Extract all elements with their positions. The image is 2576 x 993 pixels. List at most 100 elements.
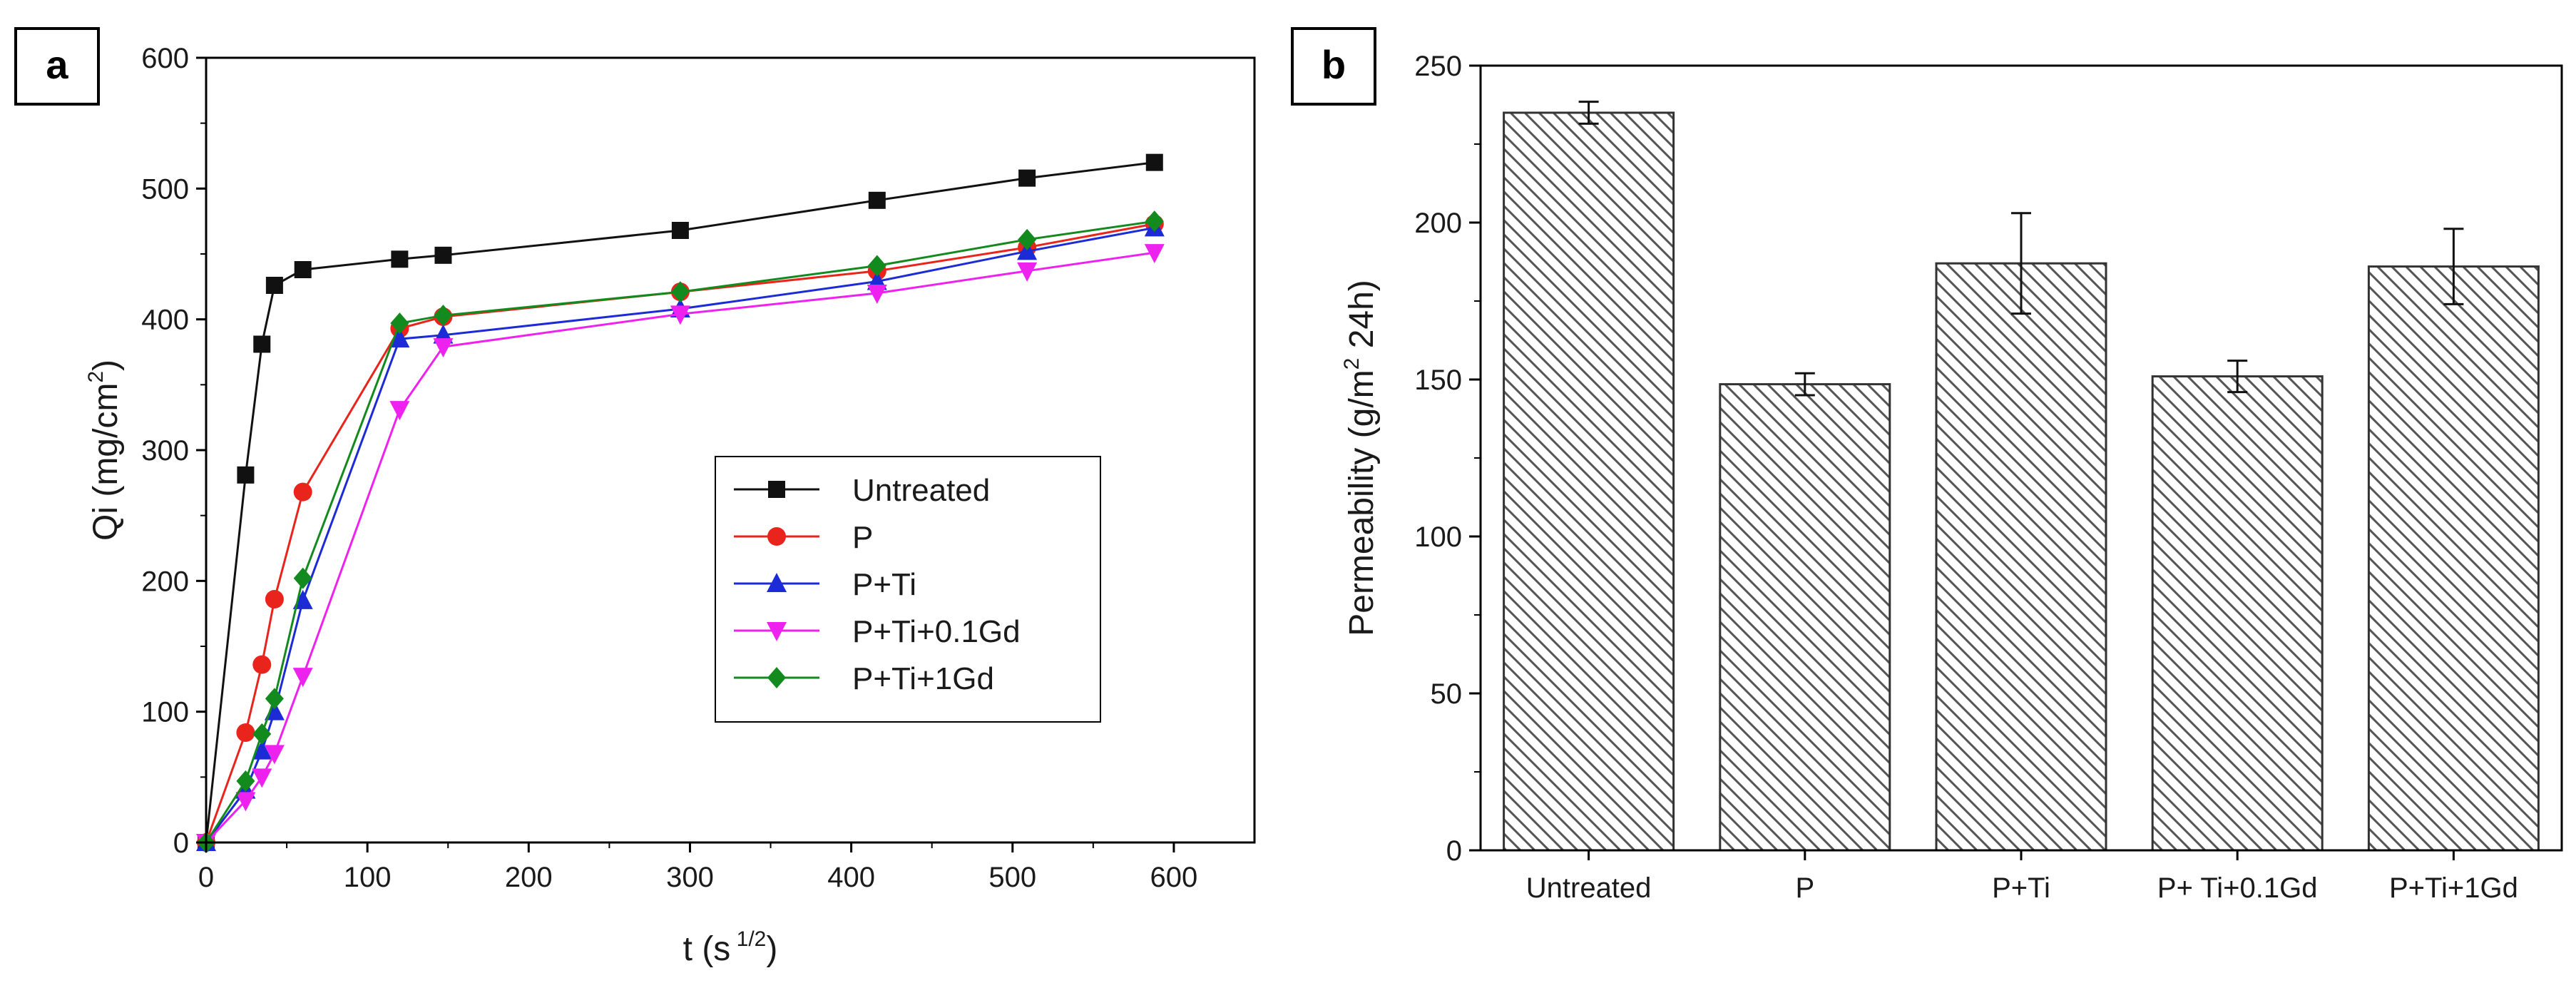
x-tick-label: P+Ti+1Gd (2389, 872, 2518, 904)
y-tick-label: 500 (141, 173, 189, 205)
y-tick-label: 0 (1446, 835, 1462, 867)
x-tick-label: P (1795, 872, 1814, 904)
y-tick-label: 150 (1414, 365, 1462, 396)
bar-group (2151, 360, 2324, 852)
y-tick-label: 300 (141, 435, 189, 467)
y-tick-label: 100 (1414, 521, 1462, 553)
data-point (264, 745, 285, 765)
data-point (252, 655, 272, 674)
legend-label: P+Ti+0.1Gd (852, 614, 1021, 649)
panel-a-legend: Untreated P P+Ti P+Ti+0.1Gd P+Ti+1Gd (715, 456, 1101, 723)
x-tick-label: 200 (505, 862, 553, 893)
panel-a-plot-frame (205, 56, 1256, 844)
panel-b-chart: b 0 50 100 150 200 250 Untreated P P+Ti P+ Ti+0.1… (1291, 27, 2563, 904)
y-tick-label: 0 (173, 828, 189, 859)
data-point (671, 222, 689, 239)
bar-group (2367, 228, 2540, 852)
x-tick-label: 300 (666, 862, 714, 893)
data-point (867, 285, 887, 304)
data-point (1145, 210, 1164, 233)
bar (1935, 262, 2107, 852)
data-point (236, 723, 255, 742)
panel-b-label-box (1291, 27, 1376, 106)
data-point (389, 328, 410, 348)
data-point (237, 466, 255, 484)
y-tick-label: 250 (1414, 51, 1462, 82)
data-point (867, 255, 886, 277)
data-point (252, 740, 272, 760)
data-point (1018, 169, 1036, 187)
x-tick-label: P+Ti (1992, 872, 2050, 904)
panel-a-x-axis-title: t (s 1/2) (683, 927, 778, 968)
svg-text:Permeability (g/m2 24h): Permeability (g/m2 24h) (1340, 280, 1381, 636)
x-tick-label: 600 (1150, 862, 1198, 893)
data-point (265, 590, 284, 608)
legend-item: P+Ti+1Gd (734, 661, 994, 696)
legend-item: P+Ti+0.1Gd (734, 614, 1021, 649)
data-point (390, 312, 409, 335)
y-tick-label: 100 (141, 697, 189, 728)
x-tick-label: P+ Ti+0.1Gd (2157, 872, 2318, 904)
bar (1719, 383, 1891, 852)
y-tick-label: 200 (141, 566, 189, 597)
data-point (235, 792, 256, 812)
data-point (252, 768, 272, 788)
legend-label: Untreated (852, 473, 990, 508)
panel-a-y-axis-title: Qi (mg/cm2) (84, 360, 125, 541)
legend-item: Untreated (734, 473, 990, 508)
data-point (868, 191, 886, 209)
data-point (434, 305, 453, 327)
panel-a-label-box (14, 27, 100, 106)
legend-item: P (734, 520, 873, 555)
panel-b-y-axis-title: Permeability (g/m2 24h) (1340, 280, 1381, 636)
svg-text:Qi (mg/cm2): Qi (mg/cm2) (84, 360, 125, 541)
legend-label: P+Ti (852, 567, 916, 602)
panel-a-label: a (46, 42, 68, 87)
legend-marker (768, 481, 785, 498)
y-tick-label: 50 (1431, 678, 1463, 710)
data-point (670, 281, 690, 303)
data-point (253, 335, 271, 353)
bar (1503, 111, 1675, 852)
x-tick-label: 0 (198, 862, 214, 893)
y-tick-label: 400 (141, 305, 189, 336)
data-point (293, 567, 312, 589)
legend-marker (767, 573, 787, 592)
data-point (252, 723, 272, 745)
x-tick-label: 100 (344, 862, 392, 893)
data-point (292, 589, 313, 609)
data-point (294, 261, 312, 278)
data-point (670, 305, 690, 325)
data-point (292, 668, 313, 688)
data-point (434, 246, 452, 264)
x-tick-label: 500 (988, 862, 1036, 893)
panel-b-plot-frame (1479, 64, 2563, 852)
panel-a-chart: a 0 100 200 300 400 500 600 0 100 200 300 400 500 600… (14, 27, 1256, 968)
series-untreated (198, 153, 1163, 851)
data-point (265, 688, 284, 710)
legend-marker (767, 667, 786, 688)
y-tick-label: 600 (141, 43, 189, 74)
bar-group (1503, 101, 1675, 852)
data-point (1018, 228, 1037, 250)
data-point (391, 250, 409, 268)
bar (2151, 375, 2324, 852)
legend-label: P+Ti+1Gd (852, 661, 994, 696)
data-point (293, 482, 312, 501)
legend-marker (767, 622, 787, 641)
data-point (1144, 244, 1165, 264)
legend-label: P (852, 520, 873, 555)
legend-marker (767, 527, 786, 546)
series-p-ti-1gd (197, 210, 1164, 853)
data-point (265, 277, 283, 294)
data-point (1017, 262, 1038, 282)
y-tick-label: 200 (1414, 208, 1462, 239)
panel-b-label: b (1322, 42, 1346, 87)
data-point (236, 770, 255, 792)
bar-group (1935, 212, 2107, 852)
data-point (433, 338, 454, 358)
data-point (1145, 153, 1163, 171)
x-tick-label: 400 (827, 862, 875, 893)
